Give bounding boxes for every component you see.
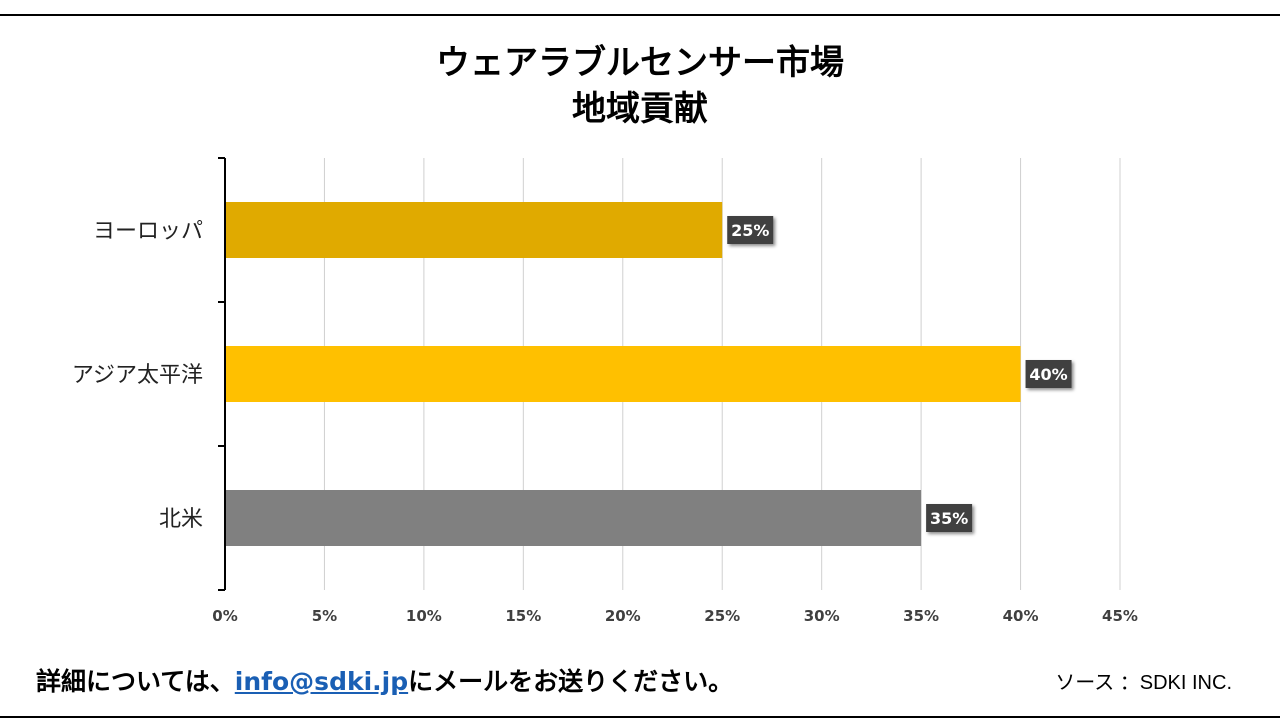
- x-tick-label: 15%: [505, 607, 541, 625]
- top-rule: [0, 14, 1280, 16]
- x-tick-label: 45%: [1102, 607, 1138, 625]
- bar: [226, 346, 1021, 402]
- data-label: 40%: [1029, 365, 1067, 384]
- contact-note-suffix: にメールをお送りください。: [408, 667, 734, 696]
- category-label: 北米: [159, 507, 203, 532]
- bottom-rule: [0, 716, 1280, 718]
- contact-note-prefix: 詳細については、: [36, 667, 235, 696]
- source-note: ソース ：SDKI INC.: [1055, 672, 1232, 694]
- x-tick-label: 40%: [1003, 607, 1039, 625]
- chart-title-line-2: 地域貢献: [572, 89, 708, 129]
- data-label-box: [926, 504, 973, 532]
- bar: [226, 202, 723, 258]
- chart-title-line-1: ウェアラブルセンサー市場: [436, 43, 844, 83]
- chart-title: ウェアラブルセンサー市場 地域貢献: [0, 40, 1280, 132]
- category-label: アジア太平洋: [72, 363, 203, 388]
- email-link[interactable]: info@sdki.jp: [234, 667, 409, 696]
- x-tick-label: 20%: [605, 607, 641, 625]
- data-label: 25%: [731, 221, 769, 240]
- data-label: 35%: [930, 509, 968, 528]
- bar: [226, 490, 922, 546]
- data-label-box: [1025, 360, 1072, 388]
- x-tick-label: 35%: [903, 607, 939, 625]
- category-label: ヨーロッパ: [93, 219, 203, 244]
- x-tick-label: 30%: [804, 607, 840, 625]
- x-tick-label: 0%: [212, 607, 237, 625]
- data-label-box: [727, 216, 774, 244]
- x-tick-label: 25%: [704, 607, 740, 625]
- x-tick-label: 10%: [406, 607, 442, 625]
- x-tick-label: 5%: [312, 607, 337, 625]
- contact-note: 詳細については、info@sdki.jpにメールをお送りください。: [36, 662, 733, 698]
